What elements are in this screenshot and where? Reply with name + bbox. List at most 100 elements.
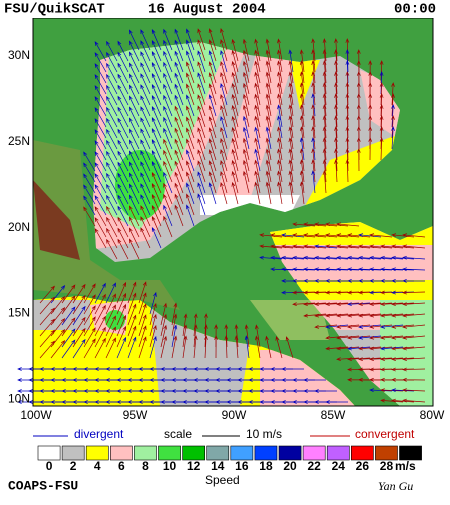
wind-arrow bbox=[292, 267, 316, 272]
wind-arrow bbox=[391, 244, 415, 249]
wind-arrow bbox=[106, 73, 118, 95]
wind-arrow bbox=[391, 82, 395, 106]
wind-arrow bbox=[334, 126, 338, 150]
wind-arrow bbox=[322, 93, 327, 117]
wind-arrow bbox=[61, 339, 76, 359]
wind-arrow bbox=[254, 93, 261, 117]
wind-arrow bbox=[380, 255, 404, 260]
wind-arrow bbox=[94, 140, 107, 161]
wind-arrow bbox=[259, 233, 283, 238]
wind-arrow bbox=[105, 326, 116, 348]
wind-arrow bbox=[106, 183, 118, 205]
wind-arrow bbox=[288, 137, 294, 161]
wind-arrow bbox=[106, 238, 118, 260]
wind-arrow bbox=[358, 324, 382, 329]
wind-arrow bbox=[72, 294, 86, 315]
lat-label: 25N bbox=[8, 134, 30, 148]
wind-arrow bbox=[140, 216, 151, 238]
wind-arrow bbox=[83, 184, 96, 205]
wind-arrow bbox=[254, 60, 261, 84]
wind-arrow bbox=[345, 159, 350, 183]
colorbar-label: 12 bbox=[187, 459, 201, 473]
wind-arrow bbox=[197, 83, 206, 106]
colorbar-box bbox=[206, 445, 230, 461]
wind-arrow bbox=[325, 335, 349, 340]
wind-arrow bbox=[151, 160, 162, 183]
wind-arrow bbox=[151, 50, 162, 73]
wind-arrow bbox=[281, 233, 305, 238]
wind-arrow bbox=[140, 84, 151, 106]
wind-arrow bbox=[242, 93, 250, 117]
highland bbox=[33, 140, 180, 310]
wind-arrow bbox=[149, 302, 157, 326]
wind-arrow bbox=[117, 172, 129, 194]
wind-arrow bbox=[197, 160, 206, 183]
wind-arrow bbox=[314, 313, 338, 318]
colorbar-label: 0 bbox=[46, 459, 53, 473]
wind-arrow bbox=[94, 282, 106, 304]
wind-arrow bbox=[117, 62, 129, 84]
wind-arrow bbox=[356, 148, 361, 172]
wind-arrow bbox=[265, 170, 272, 194]
wind-arrow bbox=[270, 233, 294, 238]
wind-arrow bbox=[336, 244, 360, 249]
wind-arrow bbox=[402, 302, 426, 307]
wind-arrow bbox=[277, 148, 283, 172]
wind-arrow bbox=[186, 116, 195, 139]
wind-arrow bbox=[311, 170, 316, 194]
wind-arrow bbox=[299, 126, 305, 150]
wind-arrow bbox=[311, 38, 316, 62]
colorbar-box bbox=[399, 445, 422, 461]
wind-arrow bbox=[380, 398, 404, 403]
wind-arrow bbox=[129, 194, 140, 216]
wind-arrow bbox=[322, 148, 327, 172]
wind-arrow bbox=[127, 325, 137, 348]
wind-arrow bbox=[151, 215, 162, 238]
wind-arrow bbox=[292, 244, 316, 249]
wind-arrow bbox=[106, 84, 118, 106]
wind-arrow bbox=[334, 93, 338, 117]
wind-arrow bbox=[231, 71, 239, 95]
wind-arrow bbox=[220, 137, 228, 161]
wind-arrow bbox=[277, 93, 283, 117]
wind-arrow bbox=[314, 389, 337, 393]
wind-arrow bbox=[94, 162, 107, 183]
wind-arrow bbox=[171, 324, 178, 348]
wind-arrow bbox=[129, 172, 140, 194]
wind-arrow bbox=[174, 160, 184, 183]
colorbar-box bbox=[158, 445, 181, 461]
wind-arrow bbox=[369, 244, 393, 249]
wind-arrow bbox=[163, 83, 173, 106]
wind-arrow bbox=[255, 324, 261, 348]
wind-arrow bbox=[140, 128, 151, 150]
wind-arrow bbox=[311, 49, 316, 73]
wind-arrow bbox=[254, 115, 261, 139]
wind-arrow bbox=[94, 228, 107, 249]
wind-arrow bbox=[277, 159, 283, 183]
wind-arrow bbox=[391, 388, 415, 393]
wind-arrow bbox=[83, 316, 96, 337]
wind-arrow bbox=[347, 244, 371, 249]
wind-arrow bbox=[369, 357, 393, 361]
wind-arrow bbox=[197, 116, 206, 139]
wind-arrow bbox=[358, 244, 382, 249]
wind-arrow bbox=[186, 105, 195, 128]
lon-label: 95W bbox=[123, 408, 148, 422]
wind-arrow bbox=[402, 346, 426, 351]
wind-arrow bbox=[174, 182, 184, 205]
wind-arrow bbox=[334, 71, 338, 95]
wind-arrow bbox=[116, 292, 126, 315]
wind-arrow bbox=[140, 95, 151, 117]
wind-arrow bbox=[117, 161, 129, 183]
wind-arrow bbox=[288, 82, 294, 106]
wind-arrow bbox=[358, 267, 382, 272]
wind-arrow bbox=[231, 170, 239, 194]
wind-arrow bbox=[140, 51, 151, 73]
wind-arrow bbox=[163, 72, 173, 95]
wind-arrow bbox=[281, 367, 304, 371]
wind-arrow bbox=[151, 28, 162, 51]
wind-arrow bbox=[220, 60, 228, 84]
wind-arrow bbox=[254, 126, 261, 150]
wind-arrow bbox=[325, 400, 348, 404]
wind-arrow bbox=[391, 126, 395, 150]
